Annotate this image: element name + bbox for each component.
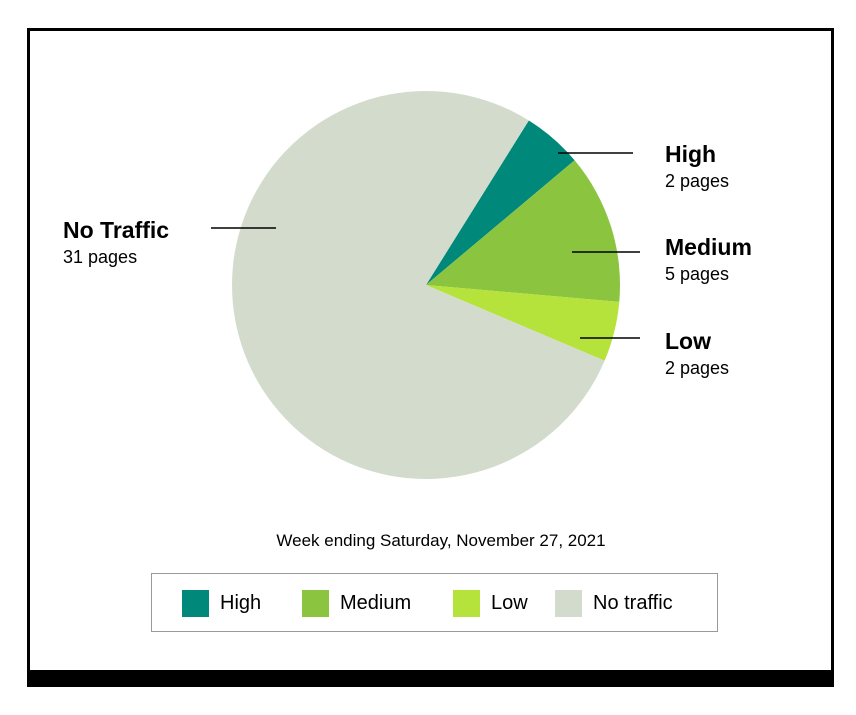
legend-swatch <box>182 590 209 617</box>
legend: High Medium Low No traffic <box>151 573 718 632</box>
legend-item-low: Low <box>453 574 528 633</box>
legend-item-medium: Medium <box>302 574 411 633</box>
slice-label-name: High <box>665 141 716 167</box>
pie-slice-medium <box>426 160 620 302</box>
slice-label-count: 2 pages <box>665 358 729 378</box>
slice-label-name: No Traffic <box>63 217 169 243</box>
slice-label-name: Low <box>665 328 711 354</box>
slice-label-count: 5 pages <box>665 264 729 284</box>
legend-swatch <box>555 590 582 617</box>
legend-swatch <box>302 590 329 617</box>
pie-slice-high <box>426 120 575 285</box>
legend-swatch <box>453 590 480 617</box>
slice-label-count: 31 pages <box>63 247 137 267</box>
slice-label-name: Medium <box>665 234 752 260</box>
legend-label: Low <box>491 592 528 614</box>
frame-shadow <box>27 670 834 687</box>
legend-label: No traffic <box>593 592 673 614</box>
pie-slice-low <box>426 285 620 361</box>
pie-slice-no-traffic <box>231 91 605 479</box>
chart-caption: Week ending Saturday, November 27, 2021 <box>276 531 605 550</box>
legend-item-high: High <box>182 574 261 633</box>
legend-item-no-traffic: No traffic <box>555 574 673 633</box>
legend-label: Medium <box>340 592 412 614</box>
leader-lines <box>211 152 640 339</box>
pie-slices <box>231 91 620 479</box>
slice-labels: High 2 pages Medium 5 pages Low 2 pages No Tra… <box>63 141 752 378</box>
slice-label-count: 2 pages <box>665 171 729 191</box>
legend-label: High <box>220 592 262 614</box>
